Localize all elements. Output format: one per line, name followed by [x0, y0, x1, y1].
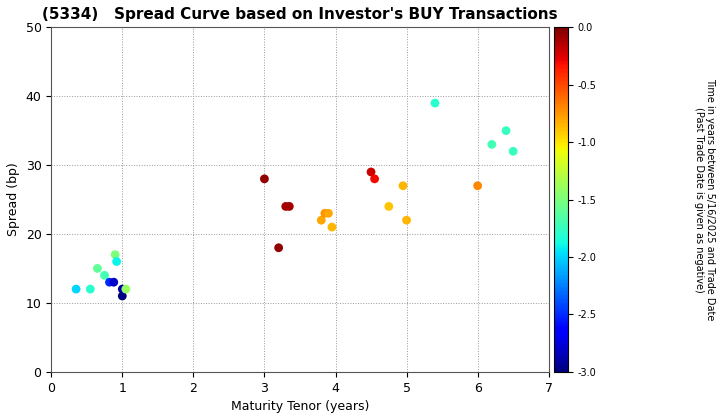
Point	[109, 251, 121, 258]
Y-axis label: Spread (bp): Spread (bp)	[7, 163, 20, 236]
Point	[71, 286, 82, 292]
Point	[284, 203, 295, 210]
Point	[280, 203, 292, 210]
Title: (5334)   Spread Curve based on Investor's BUY Transactions: (5334) Spread Curve based on Investor's …	[42, 7, 558, 22]
Point	[111, 258, 122, 265]
Point	[326, 224, 338, 231]
Point	[273, 244, 284, 251]
Point	[397, 182, 409, 189]
Point	[486, 141, 498, 148]
Point	[365, 168, 377, 175]
Point	[99, 272, 110, 279]
Point	[108, 279, 120, 286]
Point	[429, 100, 441, 106]
Point	[117, 293, 128, 299]
Point	[369, 176, 380, 182]
Point	[117, 286, 128, 292]
Y-axis label: Time in years between 5/16/2025 and Trade Date
(Past Trade Date is given as nega: Time in years between 5/16/2025 and Trad…	[693, 79, 715, 321]
Point	[258, 176, 270, 182]
Point	[508, 148, 519, 155]
Point	[319, 210, 330, 217]
Point	[104, 279, 115, 286]
Point	[91, 265, 103, 272]
Point	[84, 286, 96, 292]
Point	[315, 217, 327, 223]
Point	[383, 203, 395, 210]
Point	[472, 182, 483, 189]
Point	[120, 286, 132, 292]
X-axis label: Maturity Tenor (years): Maturity Tenor (years)	[231, 400, 369, 413]
Point	[401, 217, 413, 223]
Point	[323, 210, 334, 217]
Point	[500, 127, 512, 134]
